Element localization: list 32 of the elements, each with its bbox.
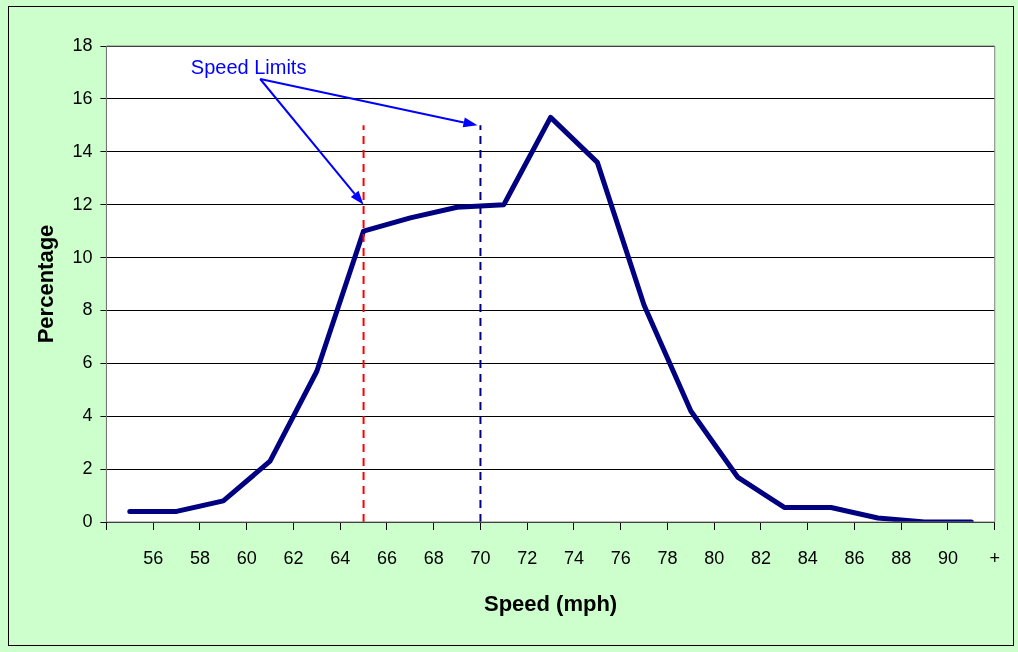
y-tick-label: 0 — [82, 510, 93, 531]
x-tick-label: 88 — [891, 547, 912, 568]
x-tick-label: 82 — [750, 547, 771, 568]
x-tick-label: 58 — [189, 547, 210, 568]
x-tick-label: 56 — [143, 547, 164, 568]
x-tick-label: 90 — [937, 547, 959, 568]
x-tick-label: 76 — [610, 547, 631, 568]
y-tick-label: 8 — [82, 299, 93, 320]
x-tick-label: 72 — [517, 547, 538, 568]
y-tick-label: 18 — [72, 34, 93, 55]
y-tick-label: 2 — [82, 458, 93, 479]
y-tick-label: 4 — [82, 405, 93, 426]
x-tick-label: 84 — [797, 547, 818, 568]
x-tick-label: 64 — [330, 547, 351, 568]
y-axis-title: Percentage — [33, 224, 59, 344]
x-axis-title: Speed (mph) — [483, 590, 618, 616]
x-tick-label: 86 — [844, 547, 865, 568]
x-tick-label: 68 — [423, 547, 444, 568]
x-tick-label: 70 — [470, 547, 491, 568]
y-tick-label: 14 — [72, 140, 93, 161]
x-tick-label: 62 — [283, 547, 304, 568]
x-tick-label: + — [989, 547, 1000, 568]
y-tick-label: 6 — [82, 352, 93, 373]
x-tick-label: 66 — [376, 547, 397, 568]
x-tick-label: 74 — [563, 547, 584, 568]
y-tick-label: 12 — [72, 193, 93, 214]
annotation: Speed Limits — [190, 56, 307, 78]
x-tick-label: 80 — [704, 547, 725, 568]
y-tick-label: 16 — [72, 87, 93, 108]
x-tick-label: 60 — [236, 547, 257, 568]
y-tick-label: 10 — [72, 246, 93, 267]
x-tick-label: 78 — [657, 547, 678, 568]
